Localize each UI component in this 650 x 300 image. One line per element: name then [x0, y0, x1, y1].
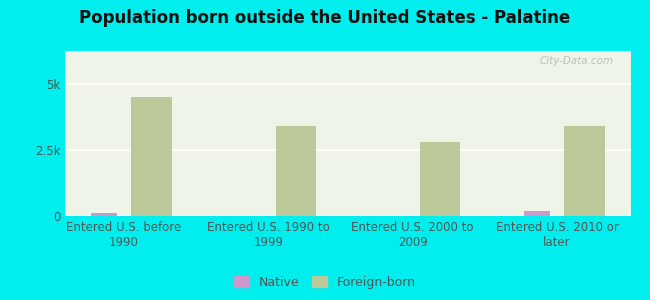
Bar: [564, 126, 605, 216]
Bar: [420, 142, 460, 216]
Bar: [131, 97, 172, 216]
Legend: Native, Foreign-born: Native, Foreign-born: [229, 271, 421, 294]
Bar: [276, 126, 316, 216]
Bar: [91, 213, 117, 216]
Text: City-Data.com: City-Data.com: [540, 56, 614, 66]
Bar: [524, 211, 550, 216]
Text: Population born outside the United States - Palatine: Population born outside the United State…: [79, 9, 571, 27]
